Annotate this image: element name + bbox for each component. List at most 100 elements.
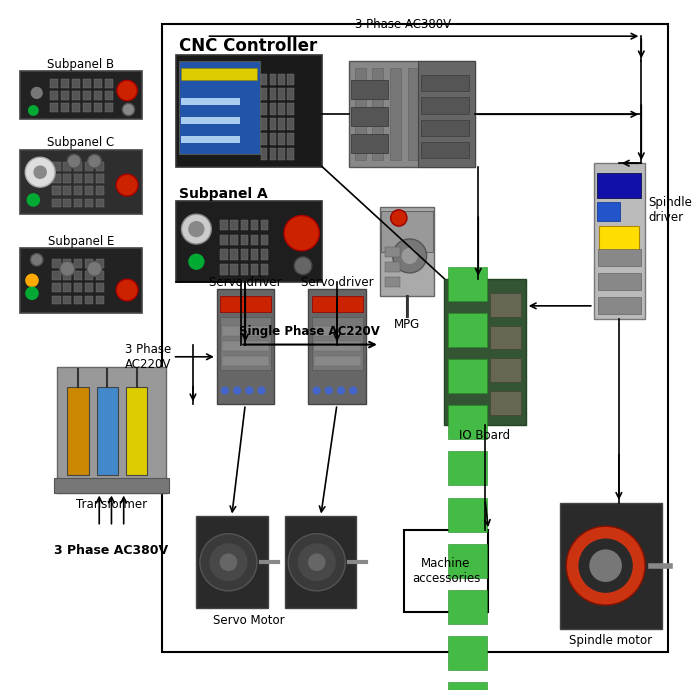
Bar xyxy=(126,387,148,475)
Bar xyxy=(444,279,526,425)
Bar xyxy=(20,71,142,119)
Bar xyxy=(83,91,91,100)
Text: CNC Controller: CNC Controller xyxy=(179,37,318,55)
Circle shape xyxy=(188,253,204,270)
Bar xyxy=(230,249,238,260)
Circle shape xyxy=(294,257,312,274)
Bar xyxy=(230,234,238,246)
Text: Subpanel A: Subpanel A xyxy=(179,187,268,201)
Bar xyxy=(105,79,113,88)
Bar xyxy=(74,295,83,304)
Bar xyxy=(96,284,104,293)
Bar xyxy=(448,636,486,670)
Bar xyxy=(67,387,89,475)
Bar xyxy=(96,162,104,171)
Bar xyxy=(314,326,360,336)
Circle shape xyxy=(28,105,38,116)
Bar xyxy=(63,259,71,268)
Bar xyxy=(162,24,668,652)
Bar xyxy=(448,544,486,577)
Text: Subpanel C: Subpanel C xyxy=(48,136,115,149)
Circle shape xyxy=(233,386,242,395)
Circle shape xyxy=(566,526,645,605)
Bar xyxy=(421,97,468,113)
Bar xyxy=(261,249,268,260)
Bar xyxy=(241,234,248,246)
Bar xyxy=(287,74,294,85)
Bar xyxy=(241,249,248,260)
Bar xyxy=(490,391,521,414)
Circle shape xyxy=(393,239,426,273)
Bar xyxy=(287,148,294,160)
Bar xyxy=(287,118,294,130)
Bar xyxy=(251,265,258,275)
Bar xyxy=(385,276,400,287)
Bar xyxy=(52,295,60,304)
Bar xyxy=(85,162,93,171)
Bar xyxy=(176,201,322,282)
Bar xyxy=(241,220,248,230)
Bar xyxy=(83,104,91,112)
Bar xyxy=(181,117,240,124)
Bar xyxy=(52,199,60,207)
Circle shape xyxy=(122,104,134,116)
Bar xyxy=(222,356,269,366)
Bar xyxy=(270,133,276,145)
Bar xyxy=(490,326,521,349)
Bar xyxy=(599,225,639,265)
Circle shape xyxy=(402,248,418,264)
Bar xyxy=(598,297,640,314)
Bar xyxy=(287,104,294,115)
Bar xyxy=(270,88,276,100)
Bar xyxy=(197,517,267,608)
Bar xyxy=(176,55,322,167)
Circle shape xyxy=(116,279,138,301)
Bar xyxy=(287,88,294,100)
Bar xyxy=(72,104,80,112)
Circle shape xyxy=(116,174,138,196)
Bar xyxy=(63,174,71,183)
Bar xyxy=(220,296,271,312)
Bar xyxy=(270,74,276,85)
Bar xyxy=(74,284,83,293)
Bar xyxy=(72,79,80,88)
Bar xyxy=(74,186,83,195)
Circle shape xyxy=(209,543,248,581)
Bar xyxy=(312,296,363,312)
Bar xyxy=(96,199,104,207)
Bar xyxy=(279,133,285,145)
Bar xyxy=(426,68,436,160)
Text: 3 Phase AC380V: 3 Phase AC380V xyxy=(55,544,169,557)
Bar xyxy=(261,220,268,230)
Bar xyxy=(279,118,285,130)
Bar xyxy=(74,259,83,268)
Bar xyxy=(270,118,276,130)
Circle shape xyxy=(34,165,47,179)
Bar xyxy=(179,62,260,155)
Bar xyxy=(287,133,294,145)
Bar xyxy=(260,74,267,85)
Bar xyxy=(230,265,238,275)
Bar xyxy=(448,682,486,700)
Bar xyxy=(52,271,60,280)
Text: Servo Motor: Servo Motor xyxy=(213,614,284,626)
Circle shape xyxy=(27,193,40,206)
Bar xyxy=(285,517,356,608)
Bar xyxy=(421,120,468,136)
Bar xyxy=(74,174,83,183)
Circle shape xyxy=(200,533,257,591)
Circle shape xyxy=(87,261,102,277)
Bar xyxy=(50,104,59,112)
Bar xyxy=(96,174,104,183)
Bar xyxy=(351,80,388,99)
Bar xyxy=(260,88,267,100)
Text: Servo driver: Servo driver xyxy=(301,276,374,288)
Bar xyxy=(222,341,269,351)
Bar xyxy=(220,316,271,370)
Bar xyxy=(261,265,268,275)
Text: Spindle motor: Spindle motor xyxy=(569,634,652,648)
Bar xyxy=(260,118,267,130)
Bar xyxy=(385,247,400,257)
Bar xyxy=(85,174,93,183)
Circle shape xyxy=(308,554,326,571)
